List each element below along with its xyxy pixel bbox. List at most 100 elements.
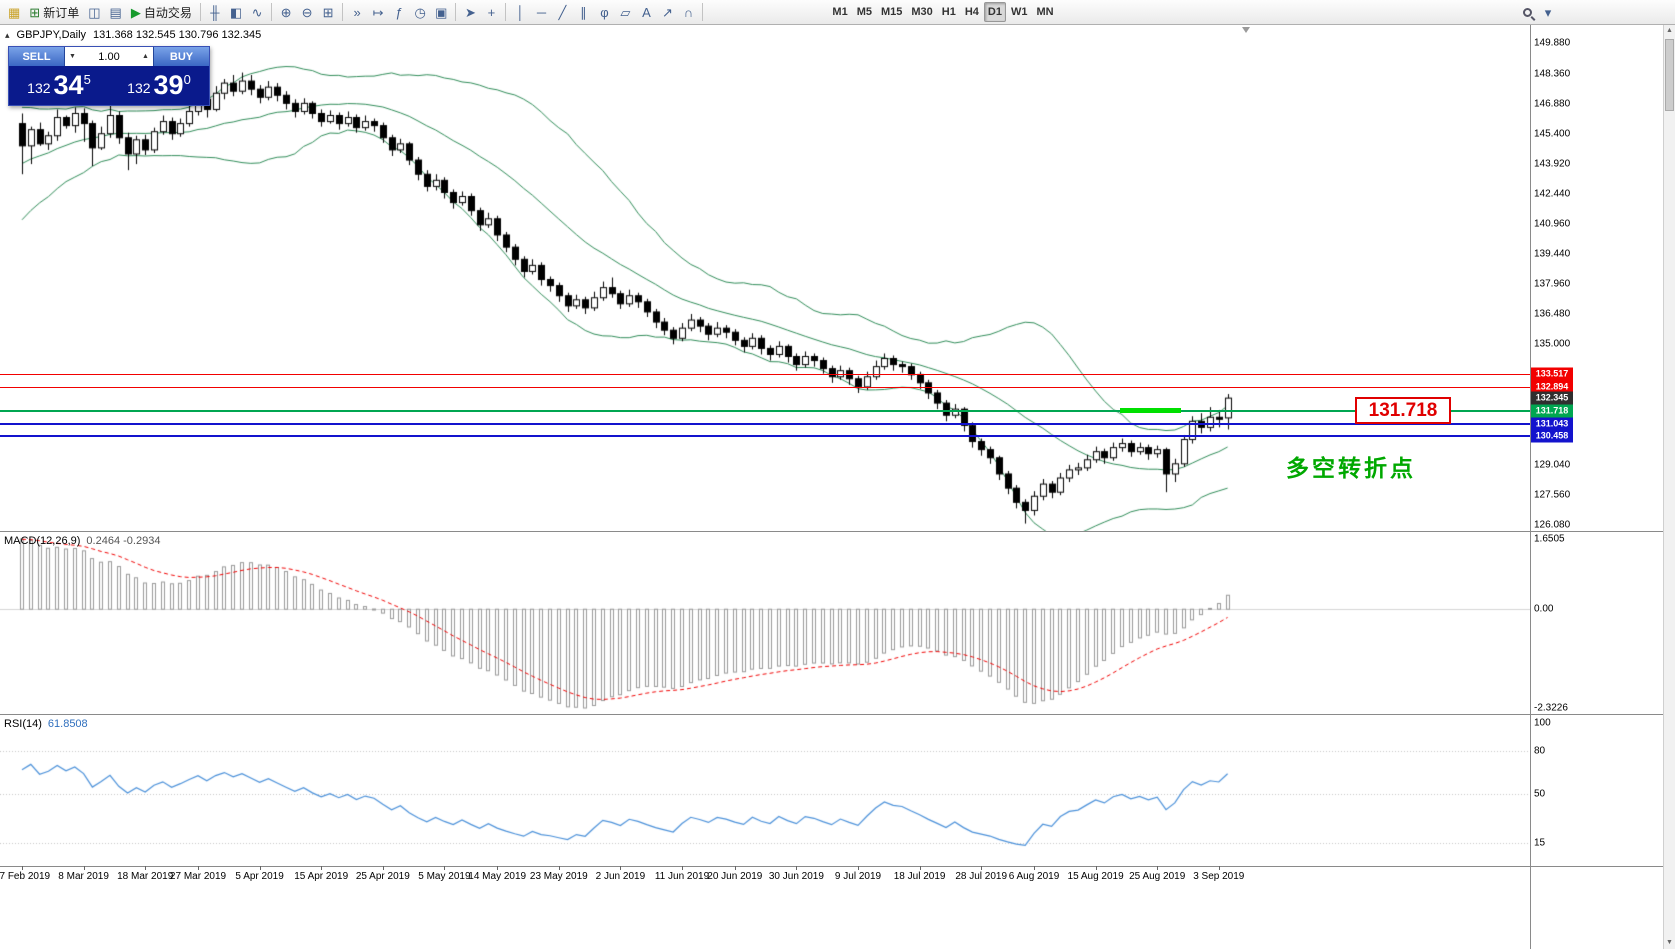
date-axis-label: 28 Jul 2019 bbox=[955, 871, 1008, 882]
date-axis-tick bbox=[1157, 866, 1158, 870]
scrollbar-up-button[interactable]: ▲ bbox=[1666, 27, 1673, 34]
chart-shift-icon[interactable]: ↦ bbox=[368, 2, 388, 22]
price-level-badge: 130.458 bbox=[1531, 429, 1573, 443]
chart-collapse-icon[interactable]: ▴ bbox=[5, 29, 10, 40]
toolbar: ▦ ⊞ 新订单 ◫ ▤ ▶ 自动交易 ╫ ◧ ∿ ⊕ ⊖ ⊞ » ↦ ƒ ◷ ▣ ➤ + │ ─ ╱ ∥ φ ▱ A ↗ ∩ M1 M5 M1… bbox=[0, 0, 1675, 25]
bar-chart-icon[interactable]: ╫ bbox=[205, 2, 225, 22]
chart-dropdown-icon[interactable]: ▾ bbox=[1538, 2, 1558, 22]
profiles-icon[interactable]: ▤ bbox=[106, 2, 126, 22]
date-axis-label: 6 Aug 2019 bbox=[1008, 871, 1060, 882]
fibonacci-icon[interactable]: φ bbox=[594, 2, 614, 22]
line-chart-icon[interactable]: ∿ bbox=[247, 2, 267, 22]
equidistant-channel-icon-glyph: ∥ bbox=[580, 4, 587, 20]
vertical-line-icon[interactable]: │ bbox=[510, 2, 530, 22]
timeframe-mn-button[interactable]: MN bbox=[1032, 2, 1057, 22]
horizontal-level-line[interactable] bbox=[0, 409, 1530, 412]
zoom-in-icon[interactable]: ⊕ bbox=[276, 2, 296, 22]
horizontal-line-icon[interactable]: ─ bbox=[531, 2, 551, 22]
scrollbar-down-button[interactable]: ▼ bbox=[1666, 939, 1673, 946]
price-axis-tick: 140.960 bbox=[1534, 218, 1571, 230]
volume-field[interactable]: ▼ 1.00 ▲ bbox=[64, 47, 154, 66]
zoom-out-icon-glyph: ⊖ bbox=[301, 4, 313, 20]
templates-icon[interactable]: ▣ bbox=[431, 2, 451, 22]
shapes-icon[interactable]: ▱ bbox=[615, 2, 635, 22]
autotrading-button[interactable]: ▶ 自动交易 bbox=[127, 2, 196, 22]
one-click-trading-panel: SELL ▼ 1.00 ▲ BUY 132 34 5 132 39 0 bbox=[8, 46, 210, 106]
price-level-annotation[interactable]: 131.718 bbox=[1355, 397, 1451, 424]
timeframe-m15-button-label: M15 bbox=[880, 6, 903, 18]
pane-separator[interactable] bbox=[0, 714, 1675, 715]
templates-icon-glyph: ▣ bbox=[435, 4, 448, 20]
candlestick-chart-icon[interactable]: ◧ bbox=[226, 2, 246, 22]
price-axis-tick: 149.880 bbox=[1534, 37, 1571, 49]
rsi-axis-tick: 100 bbox=[1534, 717, 1551, 729]
vertical-line-icon-glyph: │ bbox=[516, 4, 525, 20]
trendline-icon[interactable]: ╱ bbox=[552, 2, 572, 22]
horizontal-level-line[interactable] bbox=[0, 386, 1530, 388]
timeframe-w1-button[interactable]: W1 bbox=[1007, 2, 1032, 22]
price-level-badge: 131.043 bbox=[1531, 417, 1573, 431]
chart-shift-marker[interactable] bbox=[1242, 27, 1250, 33]
pane-separator[interactable] bbox=[0, 531, 1675, 532]
price-level-badge: 133.517 bbox=[1531, 367, 1573, 381]
text-icon[interactable]: A bbox=[636, 2, 656, 22]
highlight-segment[interactable] bbox=[1120, 408, 1181, 414]
timeframe-m1-button-label: M1 bbox=[832, 6, 848, 18]
tile-windows-icon[interactable]: ⊞ bbox=[318, 2, 338, 22]
turning-point-annotation[interactable]: 多空转折点 bbox=[1286, 455, 1416, 481]
sell-price[interactable]: 132 34 5 bbox=[27, 70, 91, 100]
cursor-icon[interactable]: ➤ bbox=[460, 2, 480, 22]
macd-axis-tick: 0.00 bbox=[1534, 603, 1554, 615]
auto-scroll-icon[interactable]: » bbox=[347, 2, 367, 22]
date-axis-label: 2 Jun 2019 bbox=[595, 871, 646, 882]
timeframe-h1-button[interactable]: H1 bbox=[938, 2, 960, 22]
volume-increase-button[interactable]: ▲ bbox=[142, 53, 149, 60]
timeframe-m1-button[interactable]: M1 bbox=[828, 2, 851, 22]
timeframe-m15-button[interactable]: M15 bbox=[877, 2, 906, 22]
cycle-lines-icon[interactable]: ∩ bbox=[678, 2, 698, 22]
timeframe-h4-button-label: H4 bbox=[964, 6, 979, 18]
arrow-icon[interactable]: ↗ bbox=[657, 2, 677, 22]
timeframe-d1-button[interactable]: D1 bbox=[983, 2, 1006, 22]
toolbar-separator bbox=[199, 3, 201, 21]
horizontal-level-line[interactable] bbox=[0, 373, 1530, 375]
vertical-scrollbar[interactable]: ▲ ▼ bbox=[1663, 25, 1675, 949]
volume-value[interactable]: 1.00 bbox=[98, 50, 120, 63]
scrollbar-thumb[interactable] bbox=[1665, 39, 1674, 111]
chart-window[interactable]: ▴ GBPJPY,Daily 131.368 132.545 130.796 1… bbox=[0, 25, 1675, 949]
zoom-in-icon-glyph: ⊕ bbox=[280, 4, 292, 20]
timeframe-m30-button[interactable]: M30 bbox=[907, 2, 936, 22]
buy-button[interactable]: BUY bbox=[154, 47, 209, 66]
horizontal-level-line[interactable] bbox=[0, 423, 1530, 426]
sell-button[interactable]: SELL bbox=[9, 47, 64, 66]
pane-separator[interactable] bbox=[0, 866, 1675, 867]
crosshair-icon[interactable]: + bbox=[481, 2, 501, 22]
date-axis-tick bbox=[796, 866, 797, 870]
price-axis-tick: 137.960 bbox=[1534, 278, 1571, 290]
toolbar-separator bbox=[702, 3, 704, 21]
toolbar-separator bbox=[342, 3, 344, 21]
zoom-out-icon[interactable]: ⊖ bbox=[297, 2, 317, 22]
date-axis-label: 5 May 2019 bbox=[418, 871, 471, 882]
price-axis-tick: 142.440 bbox=[1534, 188, 1571, 200]
price-chart-canvas[interactable] bbox=[0, 25, 1530, 890]
price-axis-tick: 139.440 bbox=[1534, 248, 1571, 260]
date-axis-label: 20 Jun 2019 bbox=[707, 871, 763, 882]
new-order-button[interactable]: ⊞ 新订单 bbox=[25, 2, 83, 22]
date-axis-label: 14 May 2019 bbox=[468, 871, 527, 882]
date-axis-label: 25 Aug 2019 bbox=[1129, 871, 1186, 882]
chart-window-icon[interactable]: ◫ bbox=[84, 2, 104, 22]
periods-icon[interactable]: ◷ bbox=[410, 2, 430, 22]
indicators-icon[interactable]: ƒ bbox=[389, 2, 409, 22]
date-axis-tick bbox=[1096, 866, 1097, 870]
timeframe-h4-button[interactable]: H4 bbox=[961, 2, 983, 22]
terminal-icon-glyph: ▦ bbox=[8, 4, 21, 20]
date-axis-tick bbox=[145, 866, 146, 870]
buy-price[interactable]: 132 39 0 bbox=[127, 70, 191, 100]
timeframe-m5-button[interactable]: M5 bbox=[853, 2, 876, 22]
search-icon[interactable] bbox=[1517, 2, 1537, 22]
volume-decrease-button[interactable]: ▼ bbox=[69, 53, 76, 60]
equidistant-channel-icon[interactable]: ∥ bbox=[573, 2, 593, 22]
horizontal-level-line[interactable] bbox=[0, 435, 1530, 438]
date-axis-tick bbox=[1219, 866, 1220, 870]
